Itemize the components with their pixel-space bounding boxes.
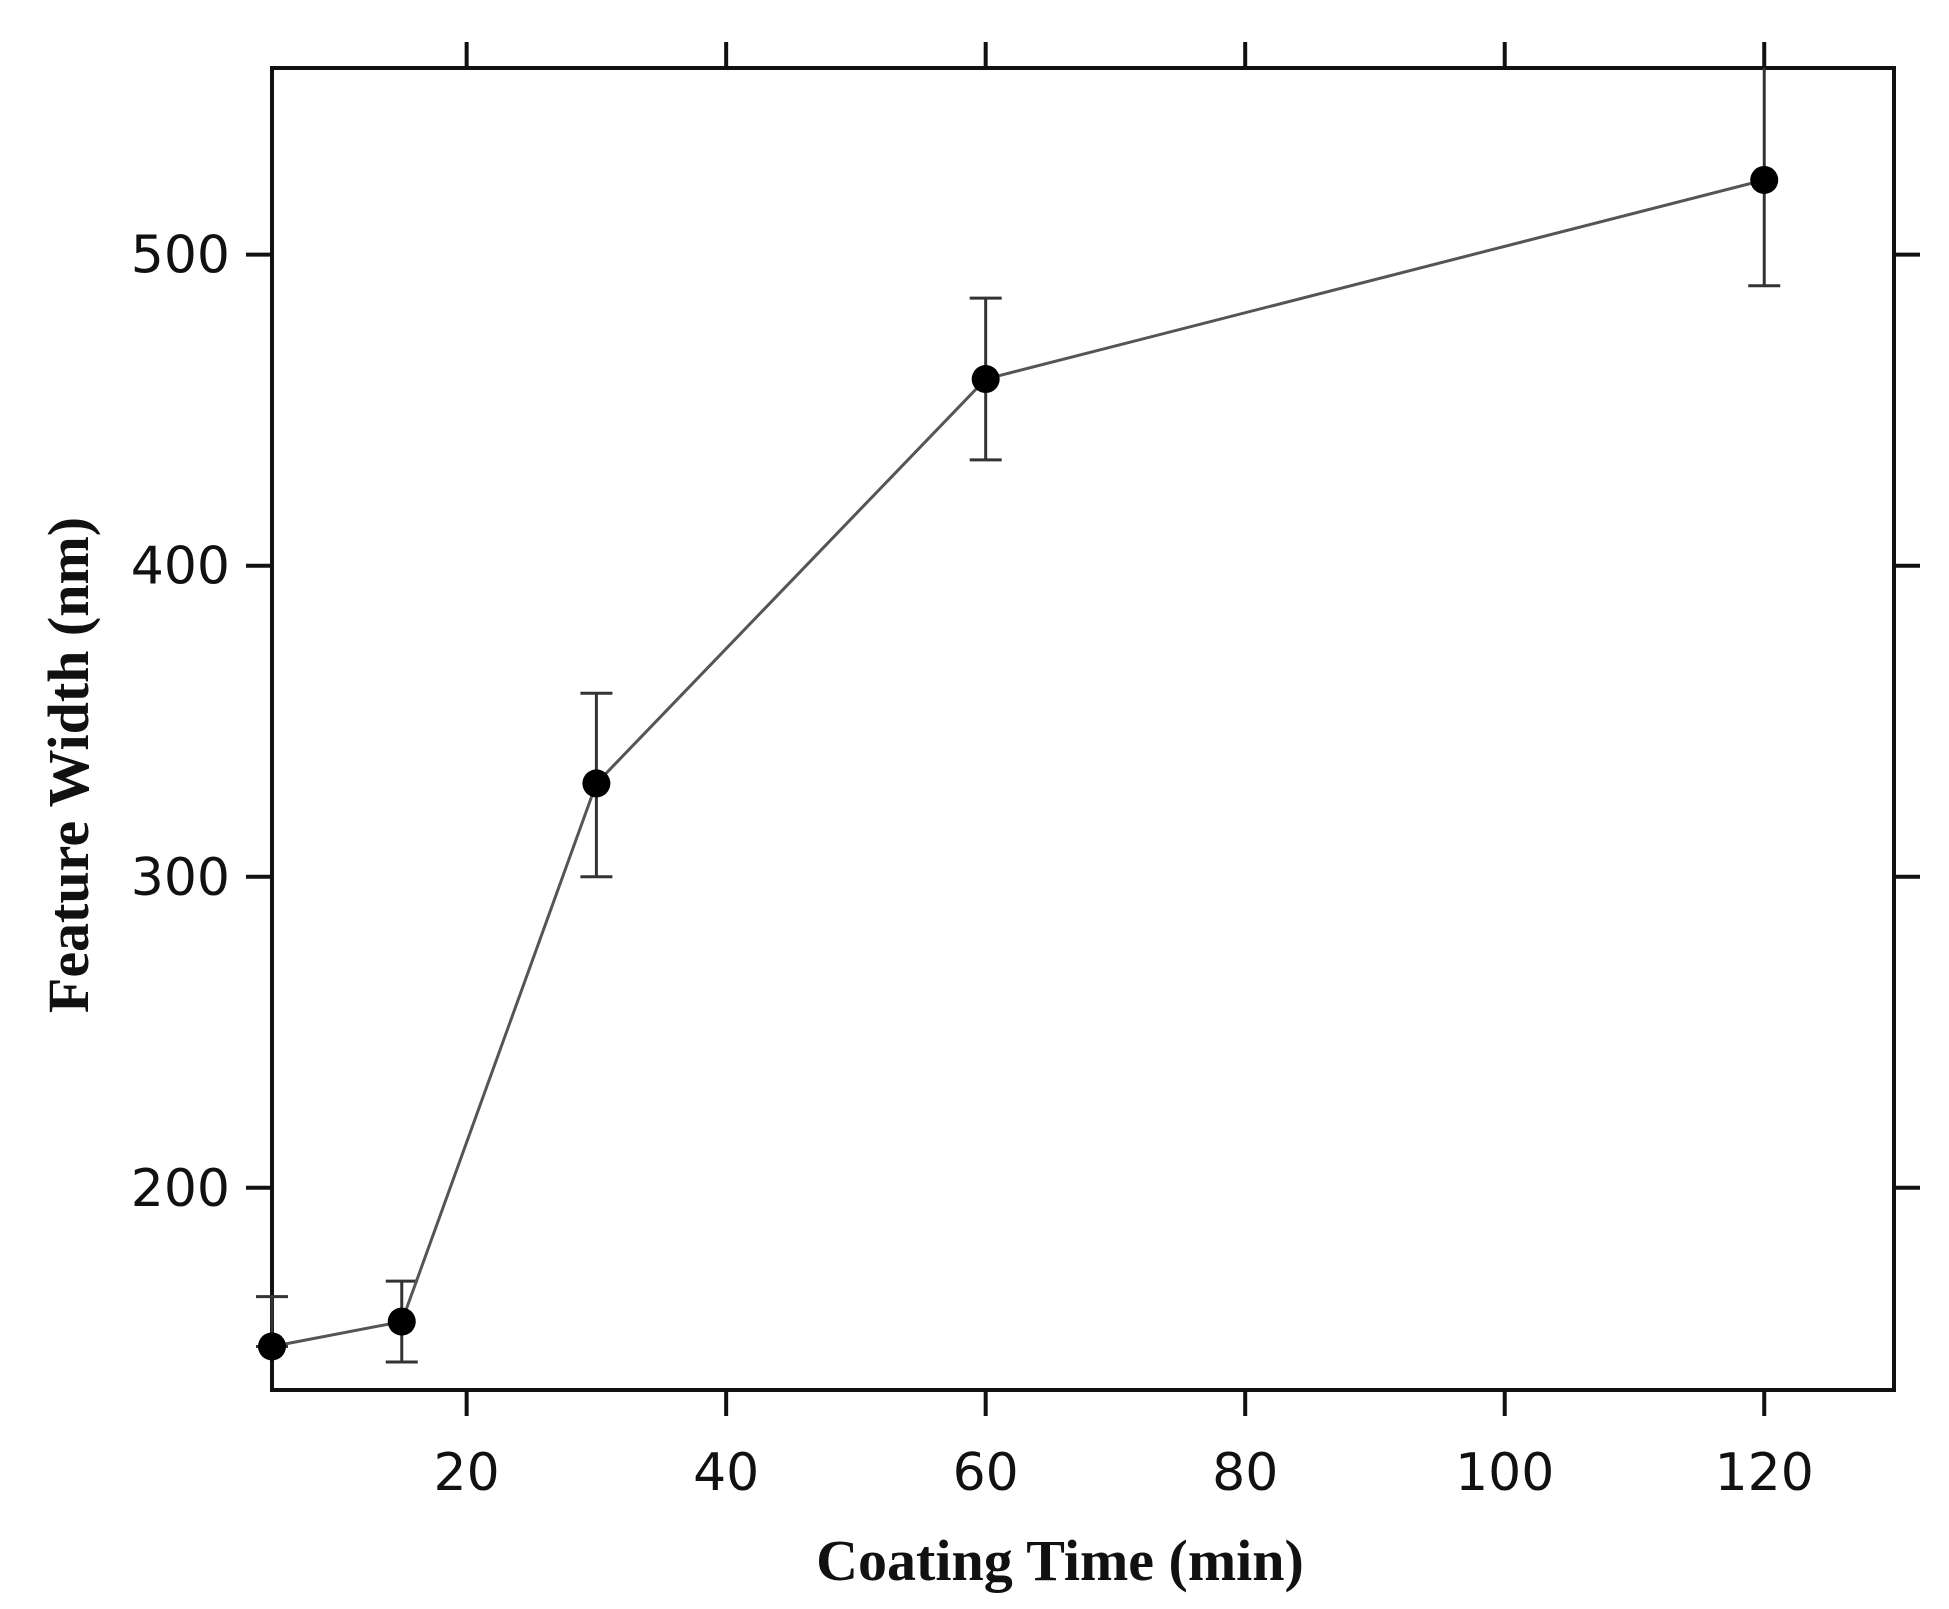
- data-point: [1750, 165, 1779, 194]
- x-tick-label: 60: [953, 1443, 1019, 1503]
- error-bars: [256, 68, 1781, 1364]
- data-points: [258, 165, 1779, 1361]
- axis-tick-labels: 20 40 60 80 100 120 200 300 400 500: [131, 226, 1814, 1503]
- x-axis-title: Coating Time (min): [816, 1528, 1304, 1593]
- x-tick-label: 80: [1212, 1443, 1278, 1503]
- data-point: [258, 1332, 286, 1361]
- y-tick-label: 500: [131, 226, 230, 286]
- x-tick-label: 20: [434, 1443, 500, 1503]
- y-axis-title: Feature Width (nm): [36, 517, 101, 1013]
- x-tick-label: 100: [1455, 1443, 1554, 1503]
- y-tick-label: 300: [131, 848, 230, 908]
- axis-ticks: [246, 42, 1920, 1416]
- y-tick-label: 400: [131, 537, 230, 597]
- data-point: [387, 1307, 416, 1336]
- series-line: [271, 178, 1765, 1348]
- plot-frame: [270, 66, 1896, 1392]
- data-point: [582, 769, 611, 798]
- y-tick-label: 200: [131, 1159, 230, 1219]
- data-point: [971, 365, 1000, 394]
- x-tick-label: 40: [693, 1443, 759, 1503]
- x-tick-label: 120: [1715, 1443, 1814, 1503]
